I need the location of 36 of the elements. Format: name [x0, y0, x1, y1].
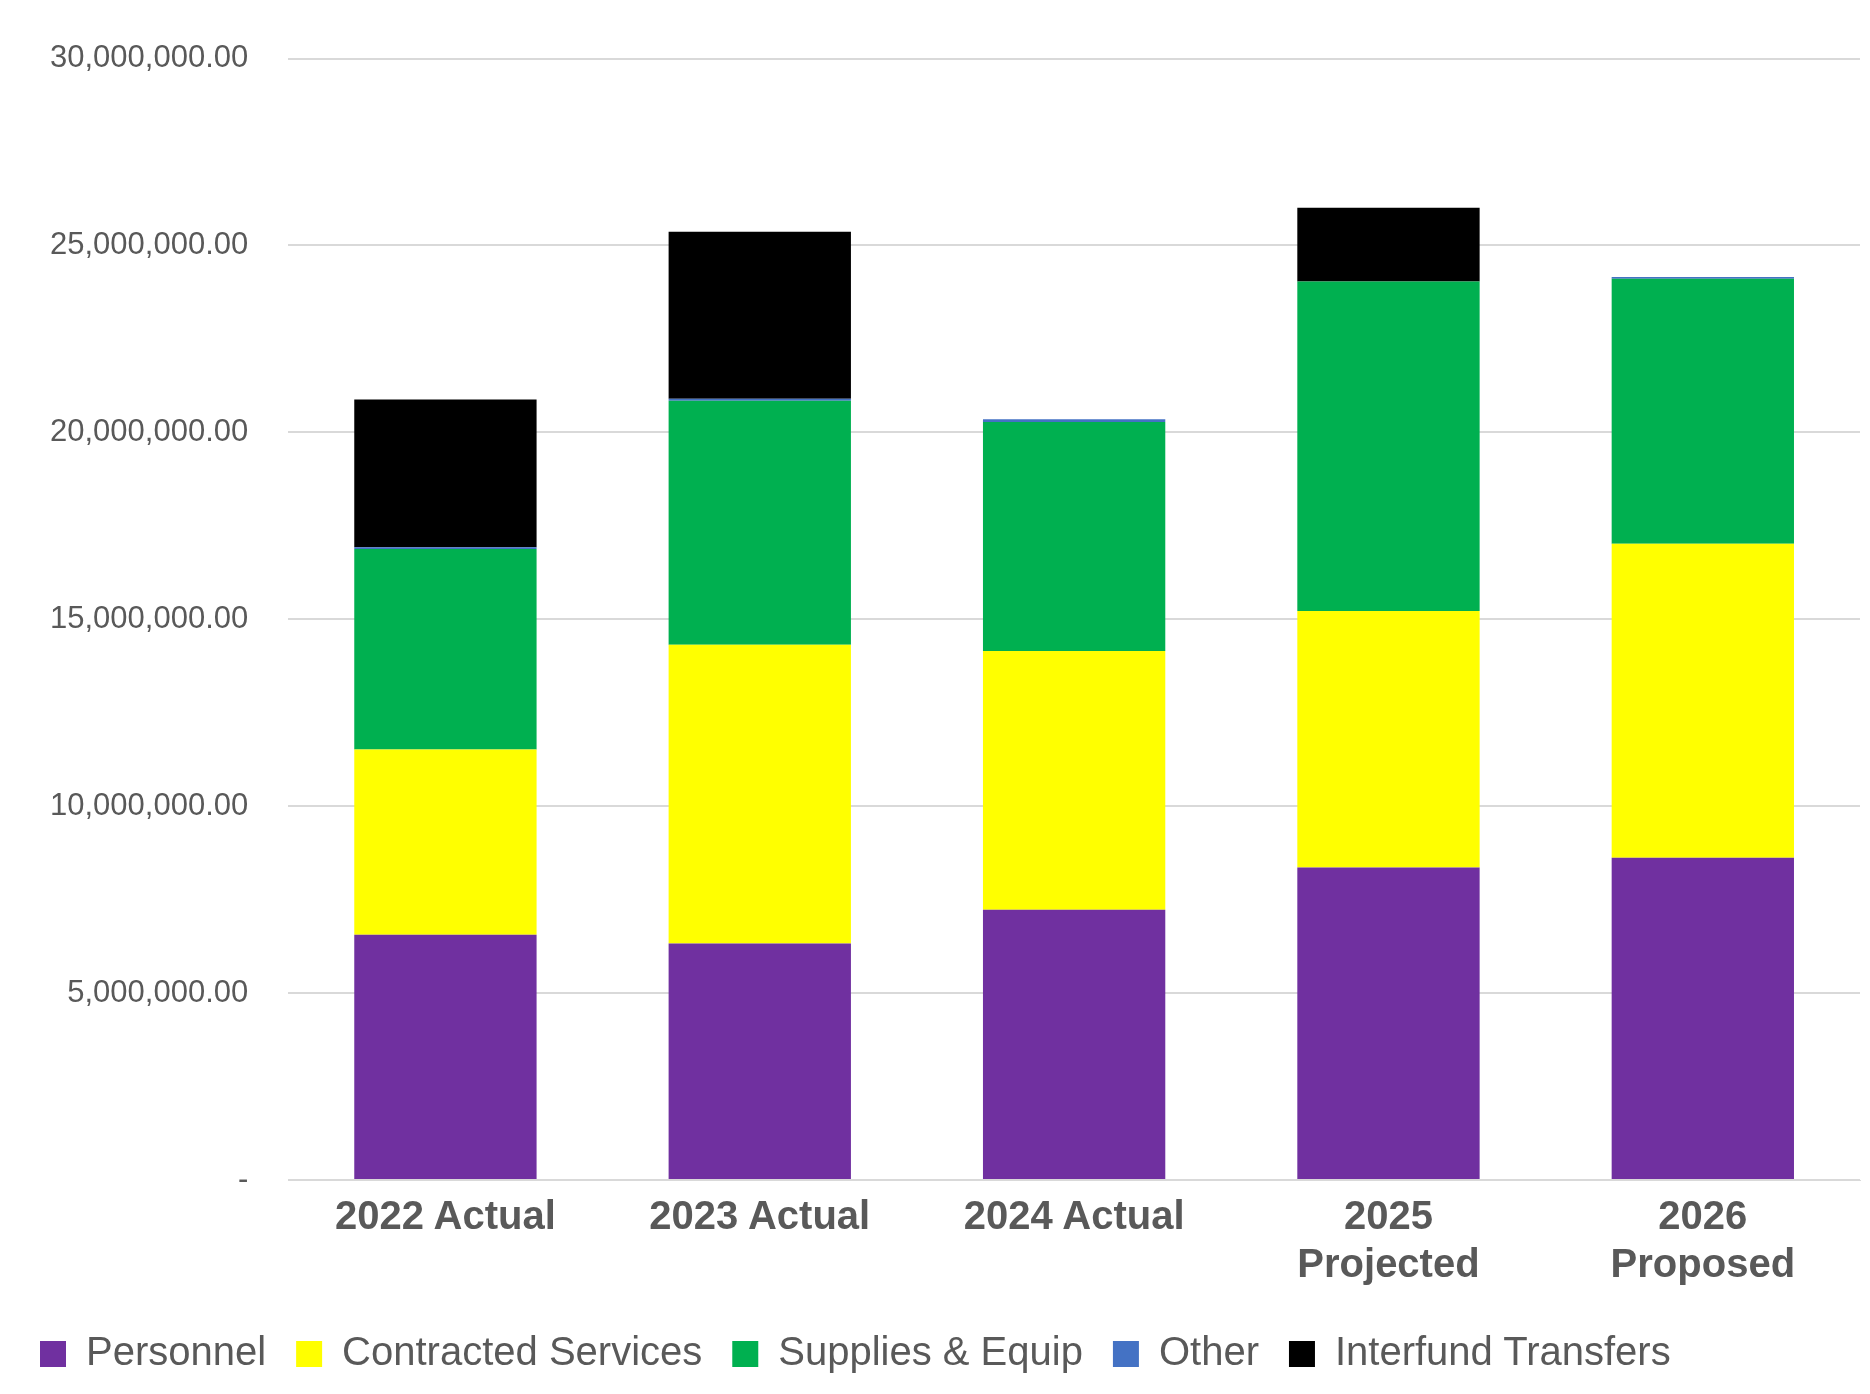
bar	[1297, 867, 1480, 1179]
legend-label: Other	[1158, 1329, 1259, 1374]
bar	[1611, 278, 1794, 544]
x-tick-label: 2024 Actual	[963, 1193, 1185, 1238]
bar	[668, 644, 851, 944]
y-tick-label: 30,000,000.00	[50, 39, 249, 75]
legend-label: Supplies & Equip	[778, 1329, 1083, 1374]
bar	[982, 421, 1166, 652]
bar	[354, 934, 537, 1179]
x-tick-label: 2022 Actual	[334, 1193, 556, 1238]
bar	[982, 419, 1166, 422]
legend-label: Personnel	[86, 1329, 267, 1374]
bar	[982, 651, 1166, 910]
bar	[354, 549, 537, 750]
legend-label: Contracted Services	[342, 1329, 703, 1374]
bar	[668, 400, 851, 645]
y-tick-label: 10,000,000.00	[50, 786, 249, 822]
bar	[354, 399, 537, 548]
legend-label: Interfund Transfers	[1334, 1329, 1671, 1374]
bar	[1297, 611, 1480, 868]
y-tick-label: 25,000,000.00	[50, 226, 249, 262]
bar	[668, 231, 851, 399]
bar	[1297, 281, 1480, 612]
y-tick-label: 15,000,000.00	[50, 599, 249, 635]
x-tick-label: 2026 Proposed	[1610, 1193, 1796, 1286]
bar	[982, 909, 1166, 1179]
x-tick-label: 2025 Projected	[1297, 1193, 1480, 1286]
y-tick-label: -	[237, 1160, 249, 1196]
bar	[1611, 543, 1794, 858]
bar	[668, 943, 851, 1179]
bar	[1297, 207, 1480, 282]
bar	[354, 749, 537, 935]
y-tick-label: 5,000,000.00	[67, 973, 249, 1009]
bar	[1611, 857, 1794, 1179]
x-tick-label: 2023 Actual	[649, 1193, 871, 1238]
y-tick-label: 20,000,000.00	[50, 412, 249, 448]
